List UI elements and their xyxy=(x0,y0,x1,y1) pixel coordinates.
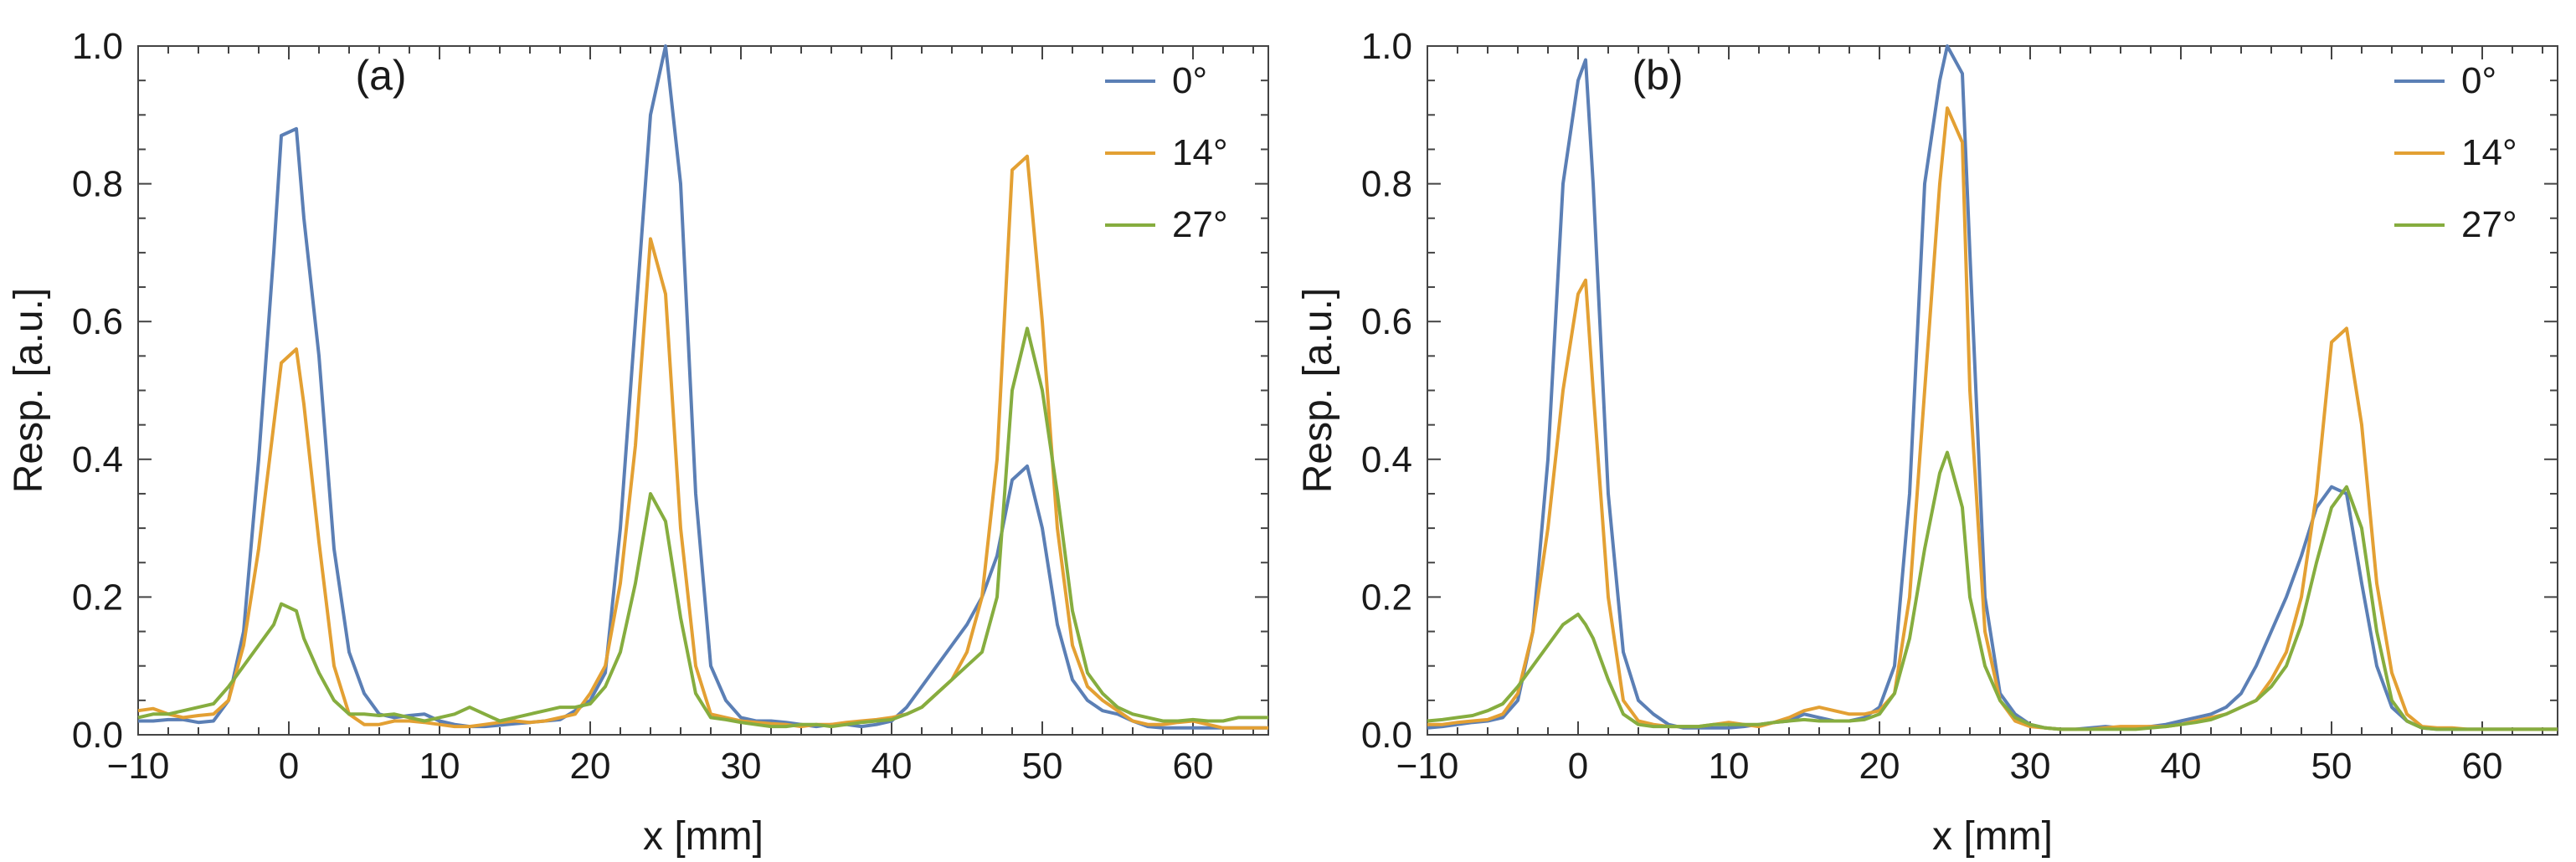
series-line-14deg xyxy=(137,154,1268,730)
y-tick-label: 0.4 xyxy=(72,439,123,480)
panel-label: (b) xyxy=(1632,52,1683,99)
x-tick-label: 50 xyxy=(2311,746,2352,787)
legend-label-0deg: 0° xyxy=(2461,60,2496,101)
panel-b: −10 0 10 20 30 40 50 60 0.0 0.2 0.4 0.6 0.8 1.0 x [mm]… xyxy=(1296,26,2558,859)
x-tick-label: 0 xyxy=(279,746,299,787)
x-tick-label: 40 xyxy=(2161,746,2202,787)
x-tick-label: −10 xyxy=(1396,746,1459,787)
y-tick-label: 0.0 xyxy=(72,715,123,756)
y-tick-label: 0.6 xyxy=(72,301,123,342)
series-line-27deg xyxy=(1427,450,2558,731)
y-tick-label: 0.2 xyxy=(1361,577,1412,618)
x-axis-title: x [mm] xyxy=(643,814,764,859)
x-tick-label: 20 xyxy=(1859,746,1900,787)
plot-frame xyxy=(137,45,1269,736)
panel-label: (a) xyxy=(355,52,406,99)
legend-label-14deg: 14° xyxy=(2461,132,2517,173)
x-axis-title: x [mm] xyxy=(1932,814,2053,859)
x-tick-label: 60 xyxy=(1173,746,1214,787)
x-tick-label: 60 xyxy=(2462,746,2503,787)
x-tick-label: 20 xyxy=(570,746,611,787)
panel-a: −10 0 10 20 30 40 50 60 0.0 0.2 0.4 0.6 0.8 1.0 x [mm]… xyxy=(7,26,1269,859)
x-tick-label: 50 xyxy=(1022,746,1063,787)
legend-label-27deg: 27° xyxy=(2461,204,2517,245)
x-tick-label: 30 xyxy=(721,746,762,787)
x-tick-label: 30 xyxy=(2010,746,2051,787)
series-line-14deg xyxy=(1427,106,2558,731)
y-tick-label: 0.8 xyxy=(1361,164,1412,205)
series-line-0deg xyxy=(1427,44,2558,731)
x-tick-label: 10 xyxy=(419,746,460,787)
legend-label-14deg: 14° xyxy=(1172,132,1228,173)
y-tick-label: 0.6 xyxy=(1361,301,1412,342)
y-tick-label: 0.0 xyxy=(1361,715,1412,756)
series-line-27deg xyxy=(137,326,1268,729)
series-line-0deg xyxy=(138,44,1268,730)
y-tick-label: 0.2 xyxy=(72,577,123,618)
y-axis-title: Resp. [a.u.] xyxy=(7,288,51,493)
y-axis-title: Resp. [a.u.] xyxy=(1296,288,1340,493)
y-tick-label: 0.4 xyxy=(1361,439,1412,480)
x-tick-label: 0 xyxy=(1568,746,1588,787)
y-tick-label: 0.8 xyxy=(72,164,123,205)
y-tick-label: 1.0 xyxy=(72,26,123,67)
y-tick-label: 1.0 xyxy=(1361,26,1412,67)
x-tick-label: −10 xyxy=(107,746,170,787)
x-tick-label: 40 xyxy=(872,746,913,787)
legend-label-0deg: 0° xyxy=(1172,60,1207,101)
x-tick-label: 10 xyxy=(1709,746,1750,787)
plot-frame xyxy=(1427,45,2558,736)
legend-label-27deg: 27° xyxy=(1172,204,1228,245)
